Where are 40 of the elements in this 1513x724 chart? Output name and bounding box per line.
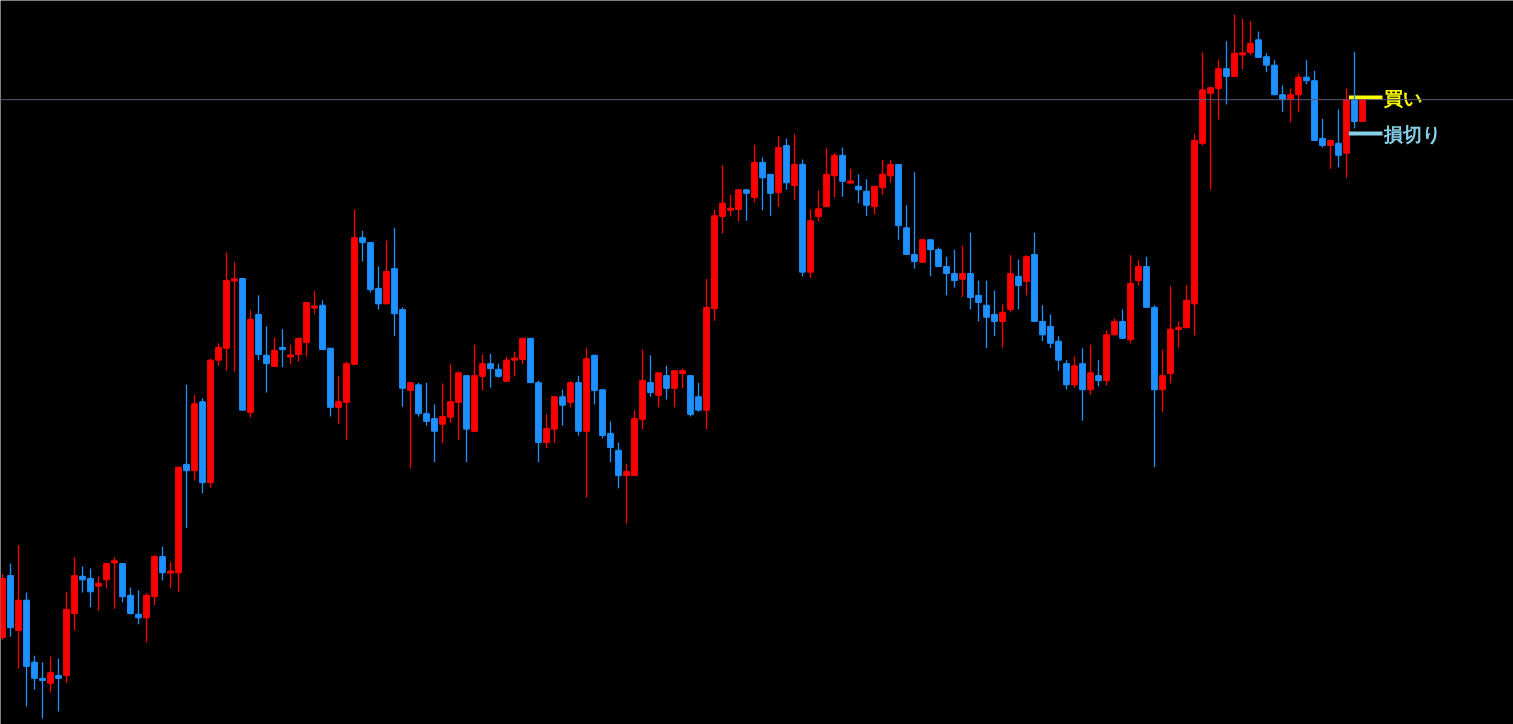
candlestick — [1351, 51, 1358, 130]
candlestick — [1015, 258, 1022, 311]
candlestick — [1087, 344, 1094, 396]
candlestick — [47, 655, 54, 694]
candlestick — [1135, 259, 1142, 287]
candlestick — [103, 562, 110, 589]
candlestick — [111, 556, 118, 610]
candlestick — [863, 178, 870, 217]
candlestick — [1063, 359, 1070, 391]
candlestick — [1327, 139, 1334, 170]
candlestick — [663, 365, 670, 401]
candlestick — [559, 389, 566, 427]
candlestick — [263, 325, 270, 394]
candlestick — [487, 353, 494, 389]
text: 損切り — [1383, 122, 1442, 145]
candlestick — [959, 244, 966, 298]
candlestick — [999, 303, 1006, 349]
candlestick — [567, 380, 574, 408]
candlestick — [135, 589, 142, 625]
candlestick — [271, 336, 278, 368]
candlestick — [815, 189, 822, 223]
candlestick — [407, 382, 414, 470]
ref-line-label: 買い — [1383, 86, 1423, 109]
candlestick — [183, 384, 190, 529]
candlestick — [855, 173, 862, 204]
candlestick — [743, 189, 750, 222]
candlestick — [1119, 308, 1126, 339]
candlestick — [919, 239, 926, 263]
candlestick — [1335, 108, 1342, 168]
candlestick — [1223, 40, 1230, 106]
candlestick — [159, 546, 166, 582]
candlestick — [655, 372, 662, 408]
candlestick — [1095, 359, 1102, 387]
candlestick — [95, 575, 102, 612]
candlestick — [279, 328, 286, 368]
candlestick — [791, 133, 798, 201]
candlestick — [1159, 348, 1166, 413]
candlestick — [55, 658, 62, 713]
candlestick — [647, 354, 654, 398]
candlestick — [1071, 355, 1078, 389]
